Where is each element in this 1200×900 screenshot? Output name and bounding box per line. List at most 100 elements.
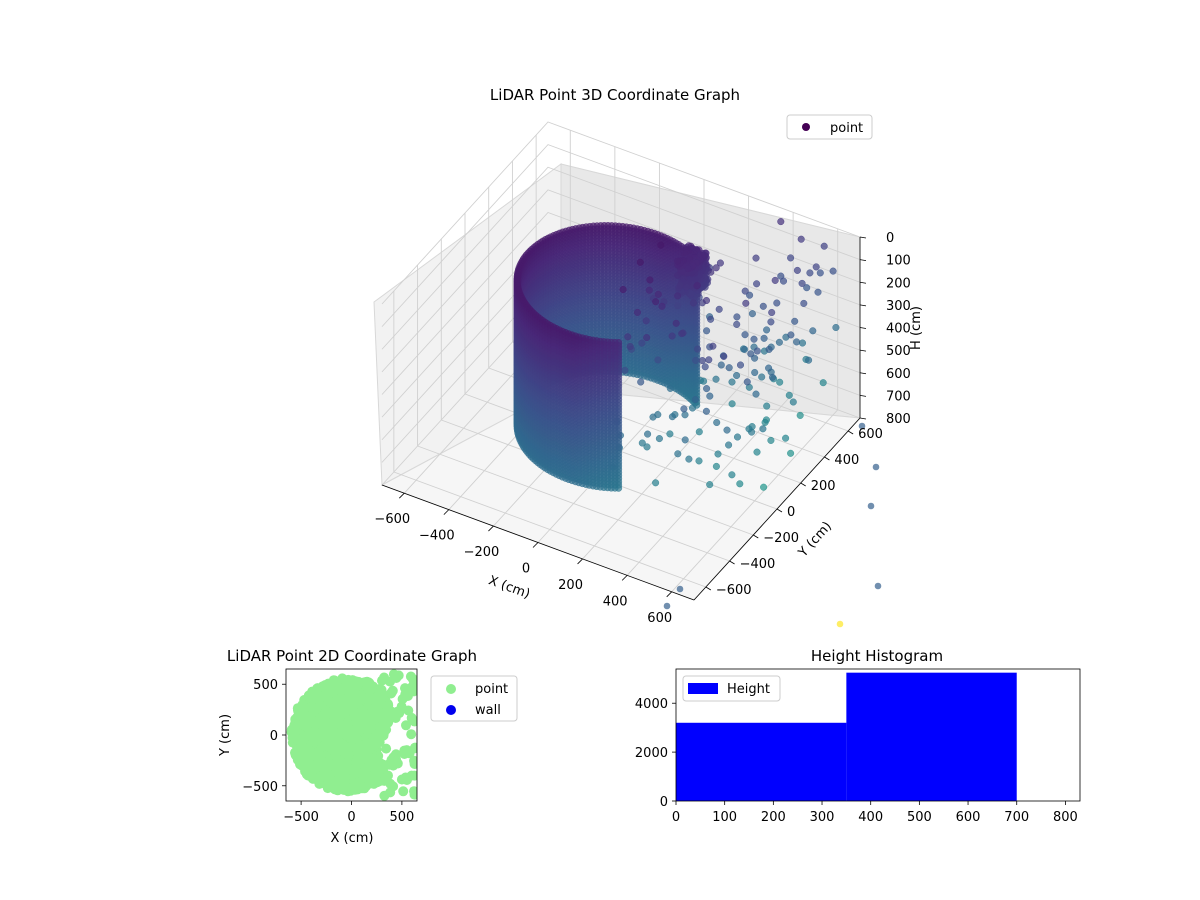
data-point bbox=[728, 471, 736, 479]
data-point bbox=[799, 339, 807, 347]
scatter3d-chart: LiDAR Point 3D Coordinate Graph −600−400… bbox=[373, 86, 924, 628]
data-point bbox=[707, 315, 715, 323]
data-point bbox=[621, 366, 629, 374]
data-point bbox=[776, 378, 784, 386]
data-point bbox=[733, 313, 741, 321]
data-point bbox=[760, 334, 768, 342]
data-point bbox=[737, 361, 745, 369]
data-point bbox=[689, 404, 697, 412]
data-point bbox=[619, 286, 627, 294]
data-point bbox=[675, 284, 683, 292]
data-point bbox=[714, 450, 722, 458]
data-point bbox=[654, 290, 662, 298]
data-point bbox=[760, 483, 768, 491]
data-point bbox=[832, 324, 840, 332]
data-point bbox=[703, 297, 711, 305]
data-point bbox=[816, 269, 824, 277]
data-point bbox=[743, 378, 751, 386]
data-point bbox=[758, 373, 766, 381]
data-point bbox=[736, 480, 744, 488]
data-point bbox=[791, 317, 799, 325]
data-point bbox=[715, 305, 723, 313]
data-point bbox=[642, 317, 650, 325]
data-point bbox=[746, 291, 754, 299]
grid-line bbox=[381, 121, 861, 305]
data-point bbox=[820, 242, 828, 250]
data-point bbox=[787, 254, 795, 262]
data-point bbox=[800, 299, 808, 307]
data-point bbox=[785, 391, 793, 399]
data-point bbox=[782, 434, 790, 442]
grid-line bbox=[381, 144, 861, 327]
data-point bbox=[780, 277, 788, 285]
data-point bbox=[723, 426, 731, 434]
data-point bbox=[753, 280, 761, 288]
data-point bbox=[695, 457, 703, 465]
data-point bbox=[668, 332, 676, 340]
data-point bbox=[706, 392, 714, 400]
data-point bbox=[638, 439, 646, 447]
data-point bbox=[705, 356, 713, 364]
data-point bbox=[666, 430, 674, 438]
data-point bbox=[685, 455, 693, 463]
grid-line bbox=[381, 211, 861, 395]
data-point bbox=[806, 269, 814, 277]
data-point bbox=[803, 284, 811, 292]
data-point bbox=[712, 462, 720, 470]
data-point bbox=[769, 373, 777, 381]
data-point bbox=[638, 339, 646, 347]
grid-line bbox=[671, 409, 839, 593]
data-point bbox=[741, 345, 749, 353]
data-point bbox=[742, 299, 750, 307]
data-point bbox=[765, 345, 773, 353]
data-point bbox=[702, 407, 710, 415]
data-point bbox=[728, 378, 736, 386]
data-point bbox=[674, 450, 682, 458]
data-point bbox=[763, 402, 771, 410]
data-point bbox=[691, 396, 699, 404]
data-point bbox=[796, 411, 804, 419]
data-point bbox=[812, 263, 820, 271]
data-point bbox=[713, 419, 721, 427]
data-point bbox=[761, 418, 769, 426]
data-point bbox=[805, 356, 813, 364]
data-point bbox=[734, 433, 742, 441]
data-point bbox=[680, 405, 688, 413]
data-point bbox=[753, 347, 761, 355]
data-point bbox=[733, 372, 741, 380]
data-point bbox=[674, 292, 682, 300]
data-point bbox=[706, 481, 714, 489]
data-point bbox=[649, 413, 657, 421]
data-point bbox=[767, 318, 775, 326]
data-point bbox=[829, 267, 837, 275]
grid-line bbox=[381, 166, 861, 350]
data-point bbox=[626, 343, 634, 351]
data-point bbox=[689, 299, 697, 307]
data-point bbox=[748, 428, 756, 436]
data-point bbox=[720, 352, 728, 360]
data-point bbox=[787, 449, 795, 457]
data-point bbox=[741, 287, 749, 295]
data-point bbox=[634, 308, 642, 316]
data-point bbox=[763, 326, 771, 334]
point-cloud-3d bbox=[513, 218, 882, 628]
data-point bbox=[703, 385, 711, 393]
data-point bbox=[701, 363, 709, 371]
data-point bbox=[759, 425, 767, 433]
data-point bbox=[748, 310, 756, 318]
data-point bbox=[681, 411, 689, 419]
data-point bbox=[777, 218, 785, 226]
data-point bbox=[637, 378, 645, 386]
data-point bbox=[733, 320, 741, 328]
data-point bbox=[624, 333, 632, 341]
data-point bbox=[768, 309, 776, 317]
data-point bbox=[668, 413, 676, 421]
data-point bbox=[703, 327, 711, 335]
data-point bbox=[789, 398, 797, 406]
data-point bbox=[674, 302, 682, 310]
data-point bbox=[652, 479, 660, 487]
data-point bbox=[674, 257, 682, 265]
data-point bbox=[693, 282, 701, 290]
data-point bbox=[681, 436, 689, 444]
grid-line bbox=[582, 376, 749, 560]
